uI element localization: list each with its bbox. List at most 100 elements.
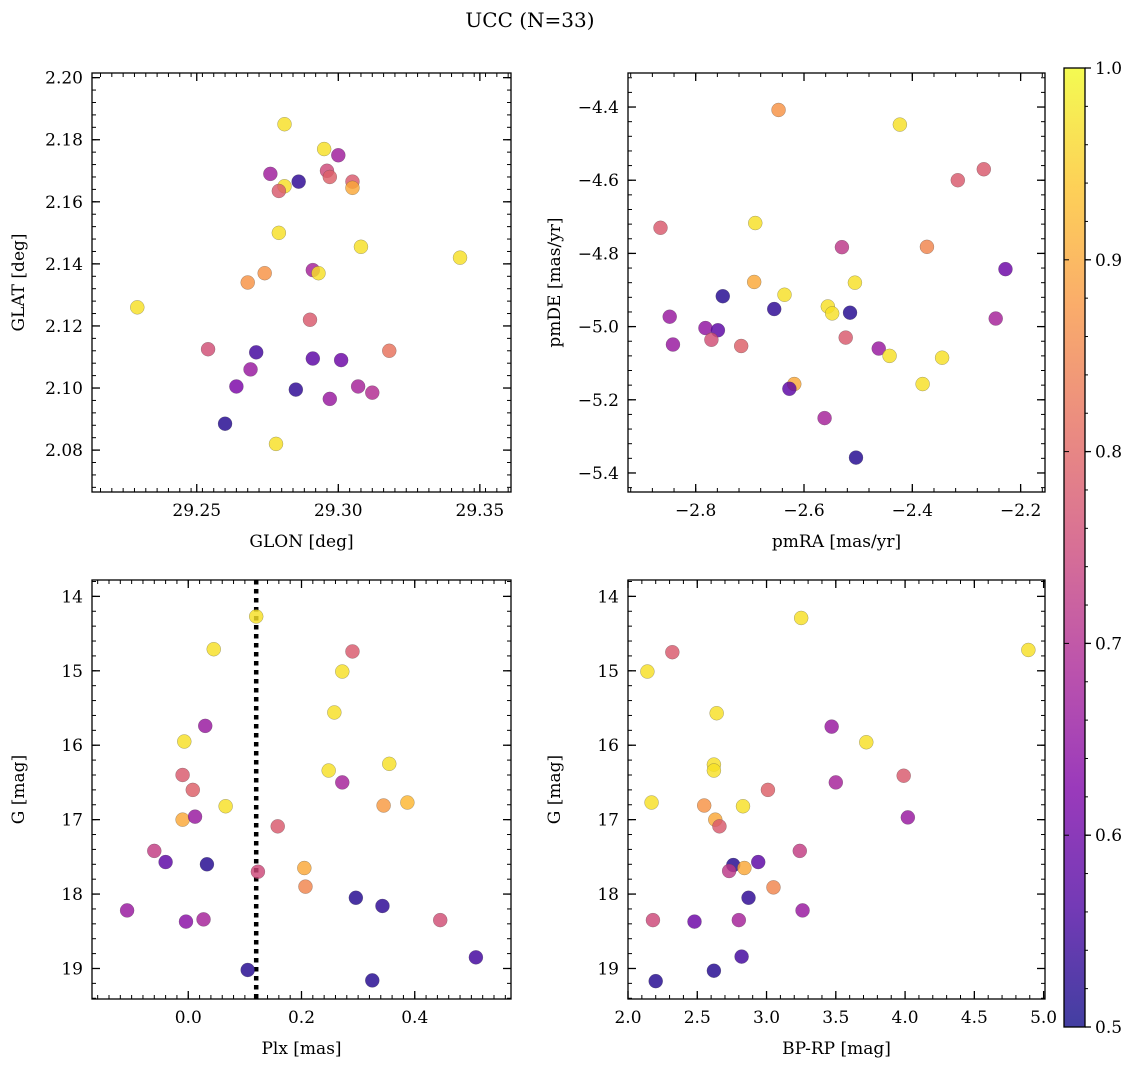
data-point xyxy=(316,141,332,157)
data-point xyxy=(175,812,190,827)
data-point xyxy=(327,705,342,720)
data-point xyxy=(271,183,287,199)
data-point xyxy=(382,756,397,772)
plot-area xyxy=(92,580,511,999)
y-tick-label: −5.0 xyxy=(578,318,619,338)
data-point xyxy=(468,950,484,965)
data-point xyxy=(665,337,681,352)
x-tick-label: −2.2 xyxy=(1000,501,1041,521)
scatter-points xyxy=(119,609,484,988)
y-tick-label: 16 xyxy=(61,736,83,756)
y-tick-label: 2.14 xyxy=(45,255,83,275)
x-tick-label: 2.0 xyxy=(614,1008,641,1028)
y-axis-label: G [mag] xyxy=(545,755,565,824)
x-tick-label: 29.30 xyxy=(314,501,363,521)
data-point xyxy=(322,169,338,185)
x-tick-label: 4.0 xyxy=(892,1008,919,1028)
data-point xyxy=(704,332,719,347)
y-tick-label: 14 xyxy=(597,587,619,607)
data-point xyxy=(298,879,313,894)
data-point xyxy=(709,706,724,721)
data-point xyxy=(653,220,668,235)
data-point xyxy=(687,914,702,929)
minor-ticks xyxy=(92,580,511,999)
y-tick-label: −4.6 xyxy=(578,171,619,191)
data-point xyxy=(175,767,190,783)
data-point xyxy=(288,382,304,397)
data-point xyxy=(452,250,468,265)
plot-area xyxy=(92,73,511,492)
data-point xyxy=(746,274,762,290)
data-point xyxy=(734,949,749,964)
data-point xyxy=(240,962,255,978)
y-tick-label: −5.4 xyxy=(578,464,619,484)
data-point xyxy=(271,225,287,241)
scatter-points xyxy=(640,610,1036,989)
data-point xyxy=(302,312,318,327)
plot-frame xyxy=(627,579,1046,1000)
y-tick-label: 17 xyxy=(61,811,83,831)
data-point xyxy=(737,860,752,876)
data-point xyxy=(177,734,192,749)
panel-glon-glat: 29.25 29.30 29.35 2.08 2.10 2.12 2.14 2.16 2.18 2… xyxy=(9,69,512,552)
data-point xyxy=(751,854,766,870)
data-point xyxy=(185,782,200,798)
y-tick-label: 2.16 xyxy=(45,193,83,213)
data-point xyxy=(199,857,215,872)
panel-pmra-pmde: −2.8 −2.6 −2.4 −2.2 −5.4 −5.2 −5.0 −4.8 −4.6 −4.4… xyxy=(545,72,1046,552)
data-point xyxy=(217,416,233,431)
y-tick-label: 17 xyxy=(597,811,619,831)
y-tick-label: 19 xyxy=(597,959,619,979)
data-point xyxy=(741,890,756,905)
data-point xyxy=(828,775,844,790)
data-point xyxy=(824,306,840,321)
data-point xyxy=(842,305,858,320)
y-tick-label: 2.12 xyxy=(45,317,83,337)
y-axis-label: GLAT [deg] xyxy=(9,233,29,331)
data-point xyxy=(365,973,380,988)
data-point xyxy=(919,239,935,255)
x-tick-label: 0.0 xyxy=(175,1008,202,1028)
data-point xyxy=(277,117,292,132)
plot-frame xyxy=(91,72,512,493)
colorbar-frame xyxy=(1063,67,1086,1028)
data-point xyxy=(817,410,832,426)
data-point xyxy=(644,795,659,810)
data-point xyxy=(200,342,216,357)
data-point xyxy=(331,148,346,163)
y-tick-label: 18 xyxy=(61,885,83,905)
data-point xyxy=(760,782,776,798)
data-point xyxy=(321,763,336,778)
data-point xyxy=(291,174,306,189)
x-tick-label: −2.4 xyxy=(892,501,933,521)
data-point xyxy=(733,338,749,354)
data-point xyxy=(896,768,911,783)
data-point xyxy=(348,890,364,905)
data-point xyxy=(1021,642,1036,658)
data-point xyxy=(350,379,366,394)
data-point xyxy=(748,215,763,231)
data-point xyxy=(178,914,194,929)
data-point xyxy=(766,880,781,895)
data-point xyxy=(706,963,722,978)
panel-plx-g: 0.0 0.2 0.4 14 15 16 17 18 19 Plx [mas] G [mag] xyxy=(9,579,512,1059)
data-point xyxy=(665,644,680,660)
panel-bprp-g: 2.0 2.5 3.0 3.5 4.0 4.5 5.0 14 15 16 17 18 19 BP-RP [… xyxy=(545,579,1057,1059)
x-tick-label: 0.2 xyxy=(288,1008,315,1028)
y-tick-label: −4.8 xyxy=(578,244,619,264)
data-point xyxy=(782,381,797,397)
colorbar-tick-label: 0.7 xyxy=(1095,634,1122,654)
data-point xyxy=(824,719,839,734)
data-point xyxy=(376,798,391,813)
data-point xyxy=(249,345,264,360)
data-point xyxy=(871,341,886,356)
data-point xyxy=(218,799,233,814)
data-point xyxy=(792,843,807,859)
data-point xyxy=(712,819,727,834)
data-point xyxy=(240,275,255,290)
colorbar-tick-label: 0.8 xyxy=(1095,443,1122,463)
data-point xyxy=(662,309,677,324)
data-point xyxy=(767,301,782,317)
scatter-points xyxy=(130,117,468,452)
